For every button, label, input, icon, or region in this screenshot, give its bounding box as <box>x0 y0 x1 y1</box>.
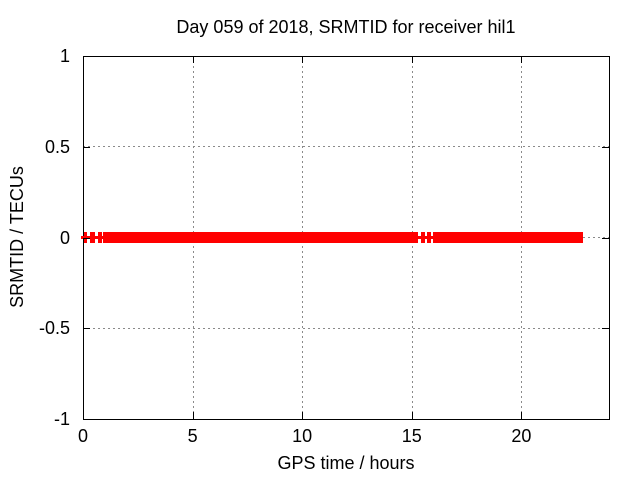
y-tick-left <box>83 56 90 57</box>
y-tick-right <box>602 419 609 420</box>
data-segment <box>433 232 584 243</box>
data-segment <box>102 232 418 243</box>
data-marker-crossbar <box>424 236 435 239</box>
x-tick-bottom <box>83 412 84 419</box>
y-tick-label: 1 <box>59 46 70 66</box>
x-tick-bottom <box>521 412 523 419</box>
x-tick-top <box>521 56 523 63</box>
y-tick-right <box>602 328 609 330</box>
x-tick-label: 10 <box>292 426 313 446</box>
data-marker-crossbar <box>417 236 429 239</box>
x-tick-top <box>411 56 413 63</box>
x-tick-bottom <box>302 412 304 419</box>
y-tick-label: 0 <box>59 227 70 248</box>
y-tick-left <box>83 328 90 330</box>
chart-title: Day 059 of 2018, SRMTID for receiver hil… <box>176 17 516 37</box>
y-tick-right <box>602 56 609 57</box>
y-tick-left <box>83 419 90 420</box>
h-gridline <box>83 146 609 148</box>
x-tick-label: 5 <box>187 426 198 446</box>
x-tick-bottom <box>192 412 194 419</box>
x-tick-top <box>83 56 84 63</box>
y-tick-right <box>602 146 609 148</box>
y-tick-label: 0.5 <box>44 136 70 157</box>
y-tick-label: -0.5 <box>38 318 70 339</box>
x-tick-label: 20 <box>511 426 532 446</box>
y-tick-label: -1 <box>53 409 70 429</box>
x-tick-bottom <box>411 412 413 419</box>
x-tick-label: 15 <box>401 426 422 446</box>
h-gridline <box>83 327 609 329</box>
data-marker-crossbar <box>94 236 105 239</box>
y-tick-left <box>83 237 90 239</box>
data-marker-crossbar <box>86 236 99 239</box>
y-tick-left <box>83 146 90 148</box>
y-tick-right <box>602 237 609 239</box>
x-axis-label: GPS time / hours <box>277 453 415 473</box>
x-tick-top <box>302 56 304 63</box>
x-tick-label: 0 <box>77 426 88 446</box>
x-tick-top <box>192 56 194 63</box>
